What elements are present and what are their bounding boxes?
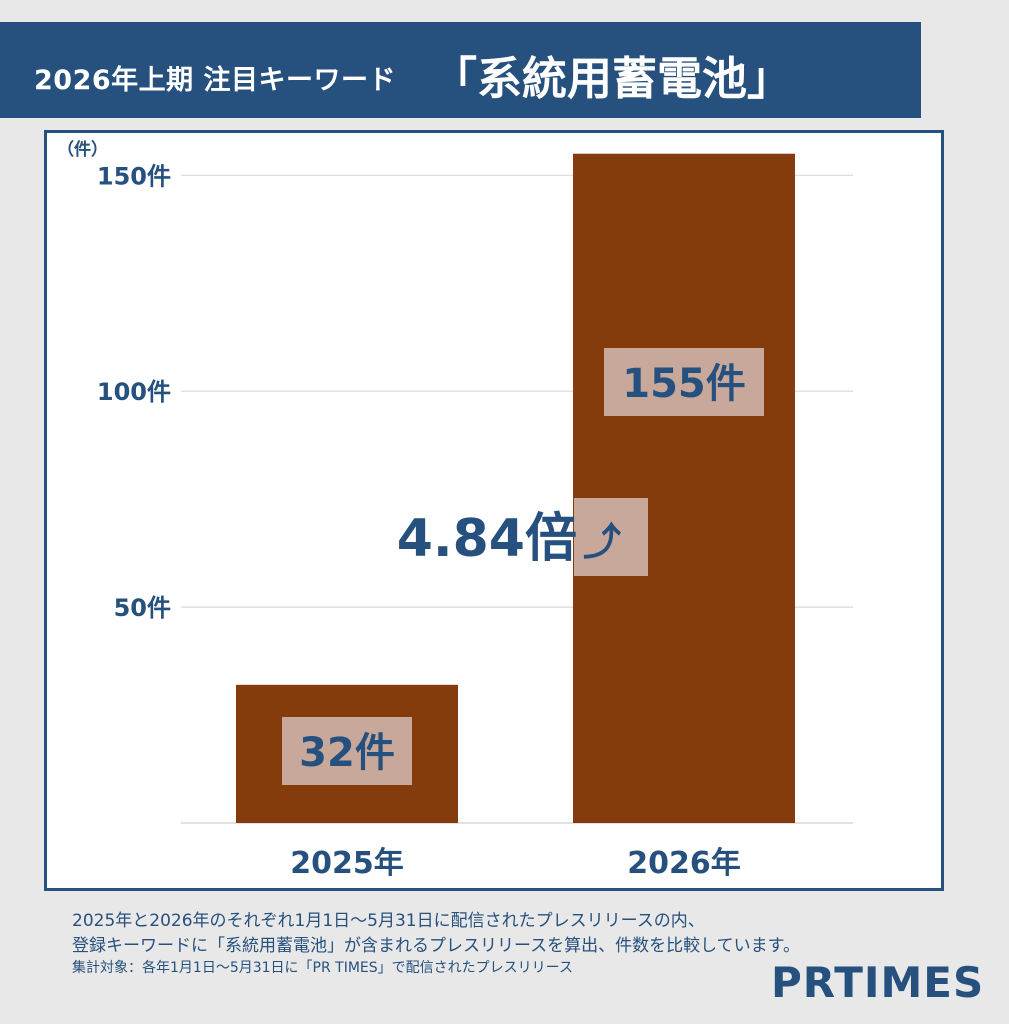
- bar-chart: （件） 50件 100件 150件 2025年 32件 2026年 155件 4.84倍 ⤴: [57, 139, 853, 881]
- footnote-line-3: 集計対象：各年1月1日～5月31日に「PR TIMES」で配信されたプレスリリー…: [72, 960, 573, 976]
- y-axis-unit-label: （件）: [57, 139, 108, 160]
- bar: [573, 153, 795, 824]
- title-banner: 2026年上期 注目キーワード 「系統用蓄電池」: [0, 22, 921, 118]
- value-label-box: [282, 717, 412, 785]
- title-keyword: 「系統用蓄電池」: [432, 52, 793, 105]
- pr-times-logo: PRTIMES: [771, 958, 985, 1007]
- growth-annotation: 4.84倍: [397, 509, 577, 569]
- footnote-line-2: 登録キーワードに「系統用蓄電池」が含まれるプレスリリースを算出、件数を比較してい…: [72, 936, 800, 956]
- value-label-box: [604, 348, 764, 416]
- x-category-label: 2026年: [627, 846, 741, 881]
- value-label: 155件: [622, 361, 746, 407]
- title-prefix: 2026年上期 注目キーワード: [34, 65, 397, 96]
- y-tick-label: 150件: [97, 162, 171, 190]
- chart-panel: （件） 50件 100件 150件 2025年 32件 2026年 155件 4.84倍 ⤴: [44, 130, 944, 891]
- growth-arrow-icon: ⤴: [583, 520, 622, 564]
- footnote-line-1: 2025年と2026年のそれぞれ1月1日～5月31日に配信されたプレスリリースの…: [72, 911, 705, 931]
- x-category-label: 2025年: [290, 846, 404, 881]
- y-tick-label: 100件: [97, 378, 171, 406]
- y-tick-label: 50件: [114, 594, 171, 622]
- annotation-box: [574, 498, 648, 576]
- value-label: 32件: [299, 730, 395, 776]
